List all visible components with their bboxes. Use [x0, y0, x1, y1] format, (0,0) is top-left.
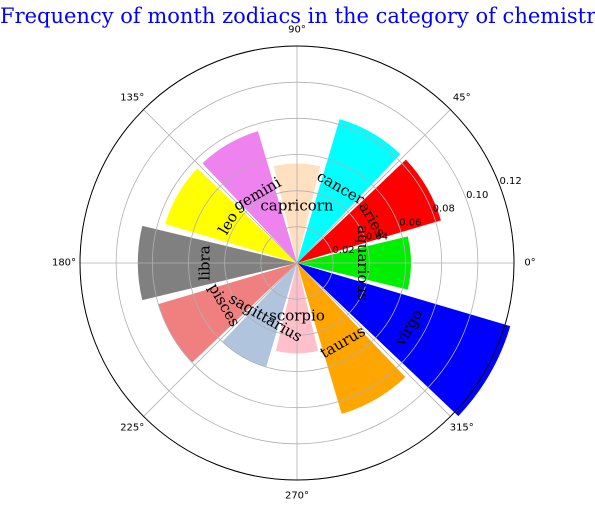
angle-tick-label: 90° [288, 25, 306, 36]
angle-tick-label: 225° [120, 422, 144, 433]
radial-tick-label: 0.10 [466, 190, 488, 201]
angle-tick-label: 135° [120, 93, 144, 104]
bar-sagittarius [222, 263, 297, 368]
radial-tick-label: 0.12 [499, 176, 521, 187]
bar-aries [297, 159, 441, 263]
bar-label-scorpio: scorpio [269, 306, 325, 324]
grid-spoke [296, 262, 451, 417]
bar-leo [165, 168, 297, 263]
grid-spoke [296, 109, 451, 264]
bar-cancer [297, 119, 401, 264]
bar-label-capricorn: capricorn [260, 196, 334, 214]
angle-tick-label: 45° [453, 93, 471, 104]
bar-gemini [202, 131, 297, 263]
radial-tick-label: 0.08 [433, 204, 455, 215]
radial-tick-label: 0.02 [332, 245, 354, 256]
chart-title: Frequency of month zodiacs in the catego… [0, 4, 595, 28]
angle-tick-label: 270° [285, 491, 309, 502]
bar-label-aquarious: aquarious [354, 225, 372, 301]
bar-label-libra: libra [196, 245, 214, 280]
grid-spoke [143, 109, 298, 264]
radial-tick-label: 0.06 [399, 217, 421, 228]
grid-spoke [143, 262, 298, 417]
angle-tick-label: 315° [450, 422, 474, 433]
angle-tick-label: 180° [52, 258, 76, 269]
bar-taurus [297, 263, 406, 414]
polar-frame [79, 45, 515, 481]
radial-tick-label: 0.04 [366, 231, 388, 242]
bar-pisces [158, 263, 297, 363]
angle-tick-label: 0° [524, 258, 535, 269]
bar-virgo [297, 263, 511, 417]
